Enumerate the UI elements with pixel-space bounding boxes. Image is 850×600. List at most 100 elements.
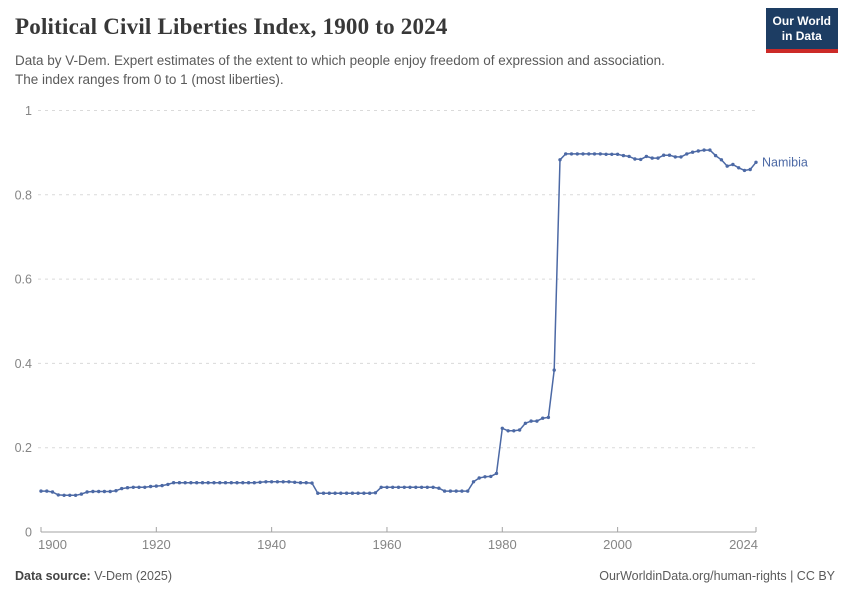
data-point — [742, 168, 747, 173]
y-axis-tick-label: 0.8 — [15, 188, 32, 202]
data-point — [615, 152, 620, 156]
data-point — [690, 150, 695, 154]
data-point — [713, 153, 718, 158]
owid-logo-line1: Our World — [772, 14, 831, 28]
series-line — [40, 149, 757, 497]
data-point — [639, 157, 643, 162]
data-point — [91, 489, 95, 494]
data-point — [379, 485, 383, 489]
y-axis-tick-label: 0.4 — [15, 357, 32, 371]
data-point — [252, 481, 256, 485]
data-point — [195, 481, 199, 485]
data-point — [321, 491, 326, 495]
data-point — [344, 491, 349, 495]
data-point — [708, 148, 712, 152]
data-point — [494, 471, 499, 476]
data-point — [125, 486, 130, 490]
data-point — [431, 485, 435, 489]
data-point — [506, 429, 510, 433]
data-point — [558, 158, 562, 162]
owid-logo[interactable]: Our World in Data — [765, 8, 838, 53]
data-point — [212, 481, 216, 485]
line-chart[interactable]: 0 0.2 0.4 0.6 0.8 1 1900 1920 1940 1960 1980 2000 20… — [0, 95, 850, 560]
data-point — [189, 481, 193, 485]
data-point — [610, 152, 614, 156]
data-point — [45, 489, 49, 493]
data-point — [281, 480, 285, 484]
data-point — [73, 493, 78, 497]
data-point — [120, 486, 124, 491]
data-point — [56, 493, 60, 497]
data-point — [350, 491, 355, 495]
data-point — [68, 493, 72, 497]
data-point — [460, 489, 464, 493]
data-point — [391, 485, 395, 489]
series-end-label: Namibia — [762, 155, 808, 169]
data-point — [131, 485, 135, 489]
data-point — [592, 152, 597, 156]
data-point — [552, 368, 556, 372]
data-point — [575, 152, 579, 156]
data-point — [748, 167, 752, 172]
data-point — [62, 493, 66, 497]
data-point — [264, 480, 268, 484]
data-source: Data source: V-Dem (2025) — [15, 569, 172, 583]
data-point — [373, 491, 378, 495]
data-point — [425, 485, 429, 489]
chart-subtitle-line1: Data by V-Dem. Expert estimates of the e… — [15, 53, 665, 68]
data-point — [166, 482, 170, 487]
data-point — [419, 485, 424, 489]
data-point — [79, 492, 84, 496]
data-point — [287, 480, 291, 484]
data-point — [673, 155, 677, 159]
data-point — [685, 152, 689, 156]
x-axis-tick-label: 1960 — [373, 537, 402, 552]
y-axis-tick-label: 0 — [25, 526, 32, 540]
data-point — [396, 485, 401, 489]
data-point — [154, 484, 158, 488]
data-point — [316, 491, 320, 495]
data-point — [489, 474, 493, 479]
data-point — [171, 481, 176, 485]
x-axis-tick-label: 1920 — [142, 537, 171, 552]
data-point — [541, 416, 545, 420]
data-point — [408, 485, 412, 489]
y-axis-tick-label: 0.2 — [15, 441, 32, 455]
data-point — [581, 152, 585, 156]
data-point — [483, 475, 487, 479]
x-axis-tick-label: 2024 — [729, 537, 758, 552]
data-point — [200, 481, 205, 485]
data-point — [241, 481, 245, 485]
data-point — [471, 480, 476, 484]
data-point — [587, 152, 591, 156]
data-point — [454, 489, 458, 493]
data-point — [206, 481, 210, 485]
data-point — [310, 481, 314, 485]
data-point — [114, 489, 118, 493]
data-point — [517, 428, 522, 432]
data-point — [477, 476, 481, 480]
data-point — [564, 152, 568, 156]
data-point — [327, 491, 331, 495]
data-point — [569, 152, 574, 156]
x-axis-tick-label: 1940 — [257, 537, 286, 552]
data-source-value: V-Dem (2025) — [94, 569, 173, 583]
data-point — [500, 426, 504, 430]
data-point — [333, 491, 337, 495]
data-point — [356, 491, 360, 495]
x-axis-tick-label: 1980 — [488, 537, 517, 552]
data-point — [512, 429, 516, 433]
data-point — [546, 415, 551, 420]
page-title: Political Civil Liberties Index, 1900 to… — [15, 14, 448, 39]
data-point — [621, 153, 626, 158]
data-point — [160, 483, 164, 488]
data-point — [737, 166, 741, 170]
owid-logo-line2: in Data — [781, 29, 822, 43]
data-point — [148, 484, 153, 489]
data-point — [725, 164, 729, 168]
data-point — [246, 481, 251, 485]
data-point — [702, 148, 706, 152]
data-point — [293, 480, 297, 484]
data-point — [368, 491, 372, 495]
